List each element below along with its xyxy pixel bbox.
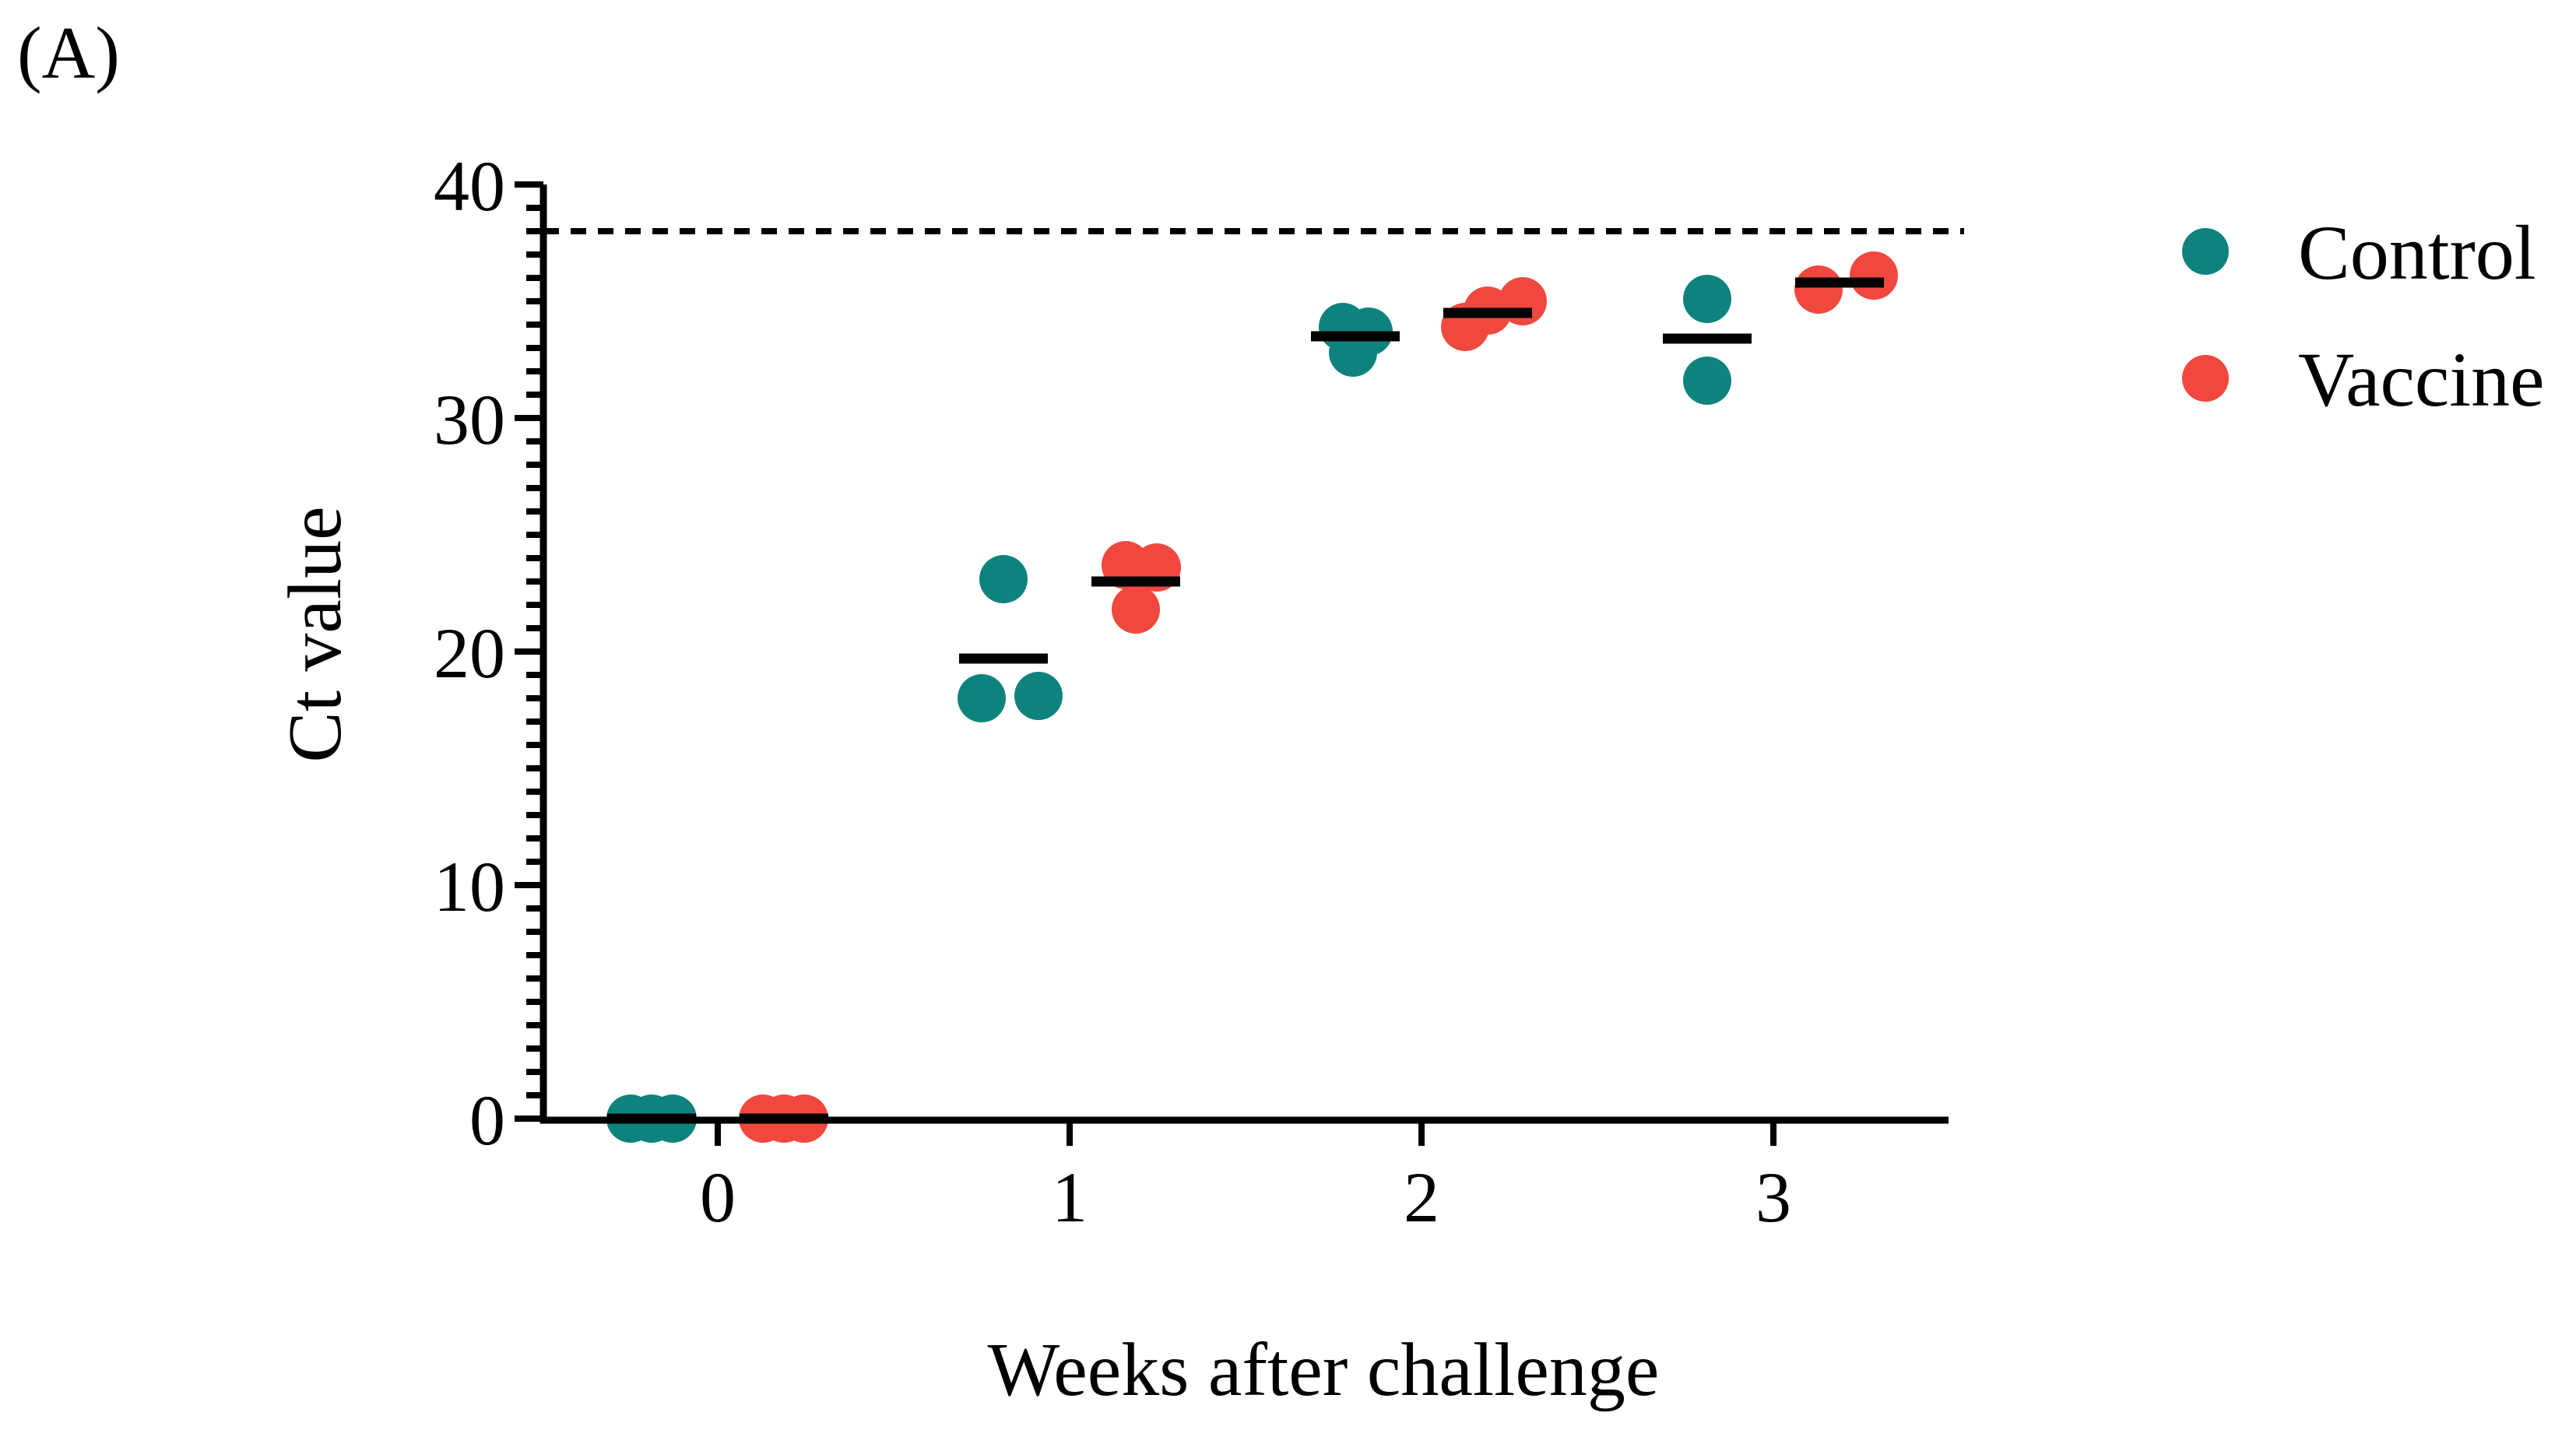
mean-line: [607, 1113, 696, 1124]
legend: Control Vaccine: [2182, 209, 2544, 423]
y-tick-label: 30: [434, 380, 505, 459]
data-point: [1014, 672, 1063, 720]
control-legend-dot: [2182, 228, 2229, 275]
data-points-layer: [606, 251, 1898, 1143]
mean-line: [1311, 331, 1400, 342]
legend-label: Vaccine: [2298, 336, 2544, 423]
data-point: [979, 555, 1028, 603]
y-axis-title: Ct value: [273, 506, 357, 762]
x-axis-title: Weeks after challenge: [988, 1328, 1660, 1412]
legend-item-control: Control: [2182, 209, 2536, 296]
y-tick-label: 20: [434, 613, 505, 693]
mean-lines-layer: [607, 277, 1884, 1124]
y-tick-label: 40: [434, 146, 505, 226]
data-point: [1683, 275, 1731, 323]
mean-line: [1663, 333, 1752, 344]
y-tick-label: 10: [434, 847, 505, 926]
mean-line: [1795, 277, 1884, 288]
mean-line: [1443, 307, 1532, 318]
legend-item-vaccine: Vaccine: [2182, 336, 2544, 423]
y-tick-label: 0: [469, 1080, 505, 1160]
panel-label: (A): [17, 12, 120, 94]
series-control: [606, 275, 1731, 1143]
mean-line: [1091, 576, 1180, 587]
data-point: [1850, 251, 1898, 300]
mean-line: [740, 1113, 828, 1124]
data-point: [1794, 265, 1843, 314]
x-tick-label: 1: [1052, 1158, 1088, 1237]
data-point: [1112, 585, 1160, 634]
vaccine-legend-dot: [2182, 355, 2229, 402]
legend-label: Control: [2298, 209, 2536, 296]
mean-line: [959, 653, 1048, 664]
x-tick-label: 0: [700, 1158, 736, 1237]
x-tick-label: 2: [1404, 1158, 1439, 1237]
x-tick-label: 3: [1755, 1158, 1791, 1237]
data-point: [958, 674, 1006, 722]
data-point: [1683, 357, 1731, 405]
